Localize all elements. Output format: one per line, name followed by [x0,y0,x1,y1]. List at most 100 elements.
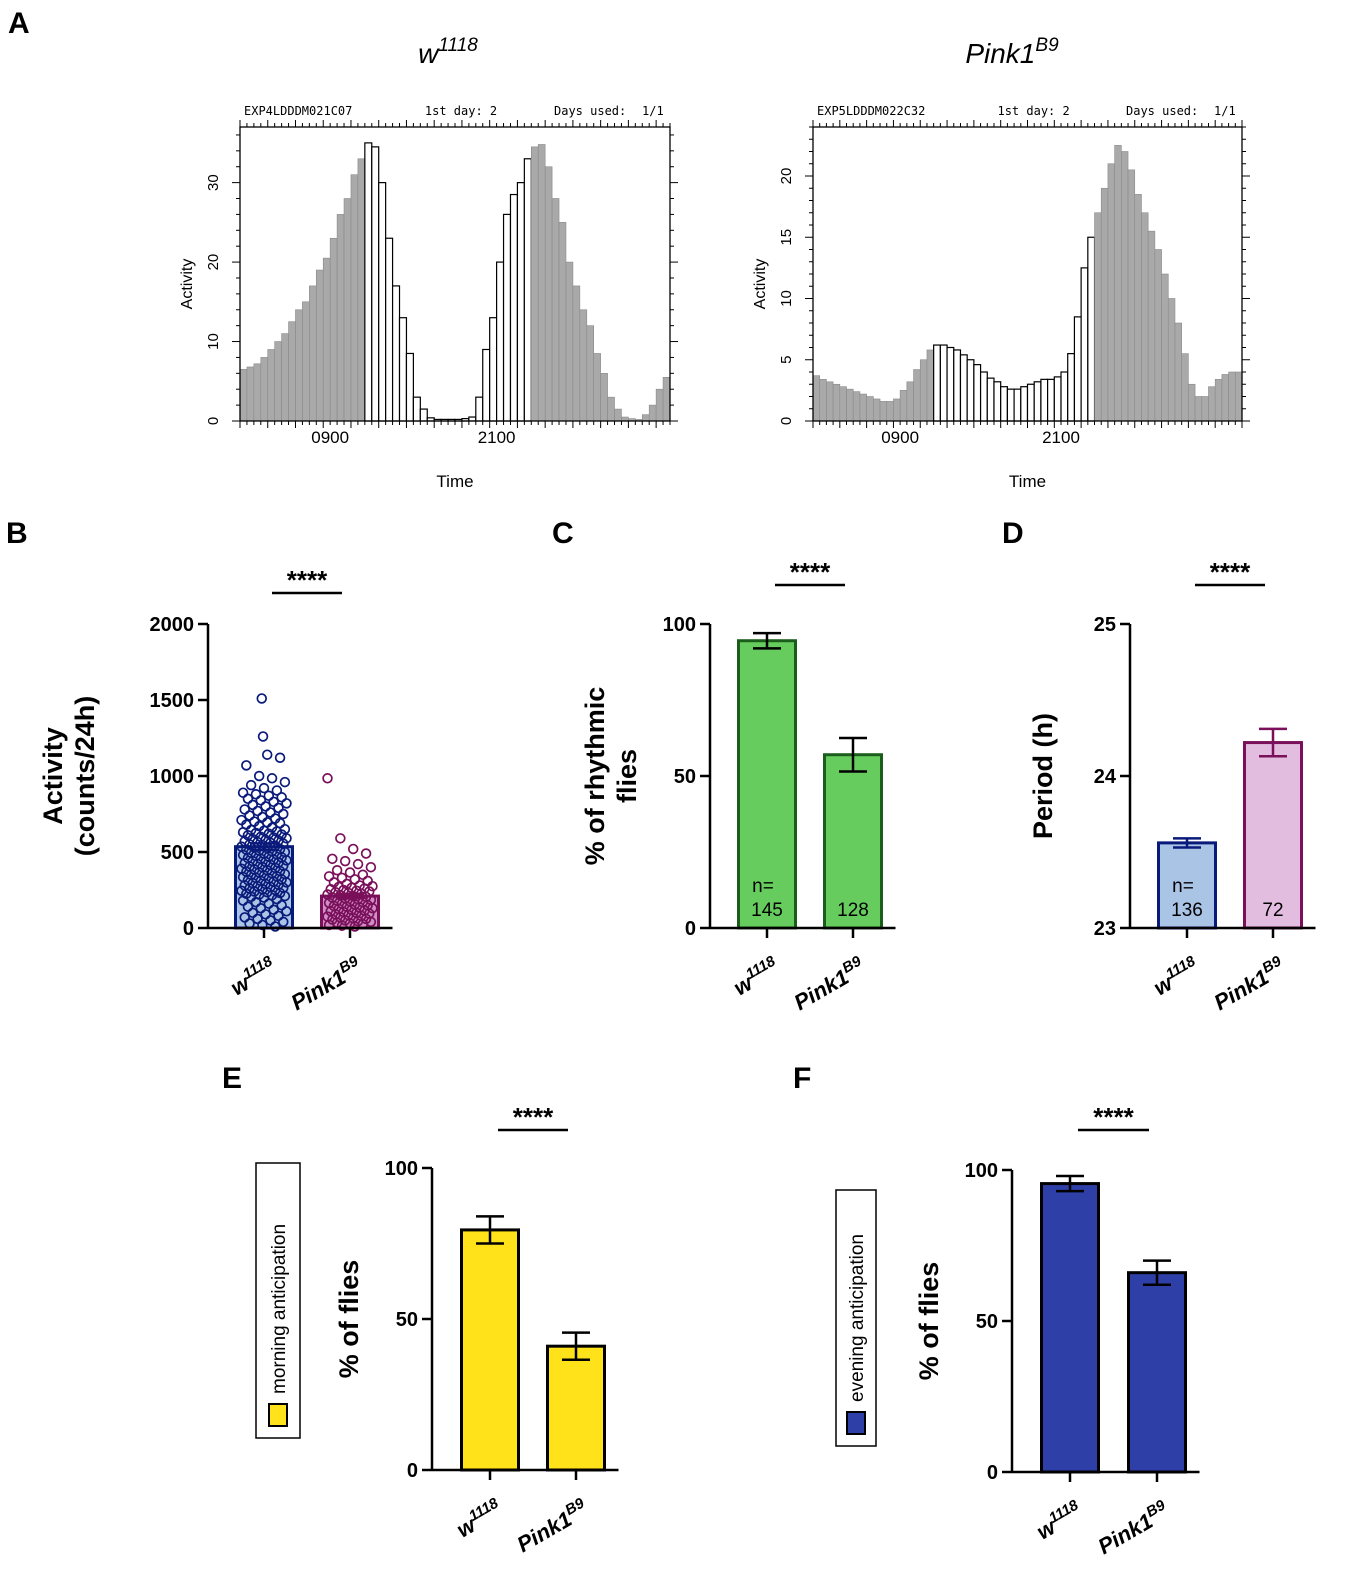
actogram-w1118-title: w1118 [418,35,478,69]
actogram-pink1-bar [1080,267,1089,422]
actogram-pink1-bar [946,346,955,422]
actogram-pink1-bar [893,398,901,422]
actogram-w1118-bar [572,285,581,422]
panel-e-category-1: w1118 [451,1494,507,1542]
actogram-pink1-bar [832,383,841,422]
actogram-pink1-header-right-value: 1/1 [1214,104,1236,118]
panel-label-c: C [552,517,574,550]
panel-b-point-1 [270,921,281,932]
actogram-w1118-bar [565,261,574,422]
actogram-w1118-bar [641,414,650,422]
actogram-pink1-header-mid: 1st day: 2 [997,104,1069,118]
panel-d-n-label-2: 72 [1262,900,1283,921]
panel-b-point-1 [242,793,254,805]
actogram-pink1-ytick-label: 20 [778,168,795,185]
actogram-w1118-bar [489,317,498,422]
actogram-pink1-bar [1174,322,1182,422]
panel-d-category-1: w1118 [1148,952,1204,1000]
panel-e-bar-2 [546,1344,606,1472]
panel-b-point-2 [344,867,356,878]
actogram-pink1-bar [1114,145,1122,422]
actogram-pink1-bar [1228,371,1236,422]
actogram-pink1-bar [986,377,995,422]
panel-c-ytick-label: 0 [685,918,696,940]
actogram-pink1-bar [866,396,874,422]
actogram-w1118-bar [614,408,622,422]
actogram-pink1-bar [873,398,881,422]
actogram-pink1-bar [819,379,827,422]
actogram-pink1-bar [973,364,982,422]
panel-b-category-1: w1118 [225,952,281,1000]
panel-b-ytick-label: 1000 [150,766,195,788]
panel-b-point-1 [257,919,268,931]
actogram-w1118-bar [412,396,421,422]
actogram-pink1-bar [1087,236,1096,422]
actogram-pink1-title-sup: B9 [1035,35,1059,56]
actogram-pink1-ytick-label: 10 [778,290,795,307]
panel-b-category-2: Pink1B9 [285,952,367,1015]
panel-f-legend-box [835,1189,877,1447]
actogram-w1118-bar [385,237,394,422]
panel-e-legend-box [255,1162,301,1439]
panel-b: 0 500 1000 1500 2000 w1118 Pink1B9 Activity (cou… [38,565,393,1015]
panel-c-ytick-label: 100 [663,614,696,636]
actogram-pink1-bar [1127,169,1136,422]
actogram-w1118-bar [288,321,296,422]
panel-f-significance: **** [1093,1102,1134,1132]
actogram-w1118-bar [593,353,601,422]
actogram-pink1-title-base: Pink1 [965,38,1035,69]
panel-d-category-2-base: Pink1 [1210,964,1273,1015]
panel-b-category-2-base: Pink1 [287,964,350,1015]
panel-b-point-1 [258,782,270,794]
panel-e-ytick-label: 100 [385,1158,418,1180]
panel-c-n-label-1: 145 [751,900,783,921]
actogram-w1118-bar [475,396,484,422]
panel-f: 0 50 100 w1118 Pink1B9 % of flies **** evening … [835,1102,1200,1559]
panel-f-bar-2 [1127,1271,1187,1474]
panel-d-n-prefix: n= [1172,876,1194,897]
actogram-pink1-bar [993,381,1002,422]
panel-f-ytick-label: 100 [965,1160,998,1182]
actogram-pink1-bar [879,401,888,422]
actogram-w1118-bar [419,408,428,422]
panel-b-point-2 [360,848,372,859]
panel-c-category-2: Pink1B9 [788,952,870,1015]
actogram-w1118-xtick-label: 0900 [311,428,349,447]
panel-c-ytick-label: 50 [674,766,696,788]
panel-c-n-prefix: n= [752,876,774,897]
panel-c-n-label-2: 128 [837,900,869,921]
actogram-pink1-bar [1181,353,1189,422]
panel-f-legend-label: evening anticipation [847,1234,868,1402]
actogram-w1118-bar [295,309,303,422]
actogram-w1118-ytick-label: 0 [205,417,222,425]
panel-e-legend-label: morning anticipation [269,1224,290,1394]
actogram-pink1-bar [1161,273,1169,422]
actogram-pink1-bar [1141,212,1149,422]
panel-e-ytick-label: 0 [407,1460,418,1482]
panel-b-point-1 [278,916,289,928]
panel-b-point-1 [241,760,252,771]
actogram-pink1-bar [939,344,948,422]
actogram-pink1-bar [846,388,854,422]
actogram-w1118-header-right-value: 1/1 [642,104,664,118]
actogram-w1118-bar [371,146,380,422]
actogram-pink1-bar [1100,187,1109,422]
actogram-w1118: w1118 EXP4LDDDM021C07 1st day: 2 Days used:… [179,35,678,491]
panel-b-point-2 [349,921,361,932]
actogram-pink1-bar [859,393,867,422]
actogram-pink1-bar [966,359,975,422]
actogram-pink1-bar [826,381,834,422]
panel-label-b: B [6,517,28,550]
panel-d-category-2: Pink1B9 [1208,952,1290,1015]
panel-b-point-1 [279,776,291,788]
actogram-w1118-bar [281,333,289,422]
panel-d-ytick-label: 23 [1094,918,1116,940]
panel-b-ytick-label: 2000 [150,614,195,636]
actogram-w1118-bar [336,214,345,422]
panel-c-bar-2 [823,753,883,930]
panel-b-point-1 [239,804,250,815]
actogram-w1118-header-left: EXP4LDDDM021C07 [244,104,352,118]
panel-b-point-1 [261,749,273,760]
actogram-pink1-bar [852,391,861,422]
actogram-pink1-header-right-label: Days used: [1126,104,1198,118]
